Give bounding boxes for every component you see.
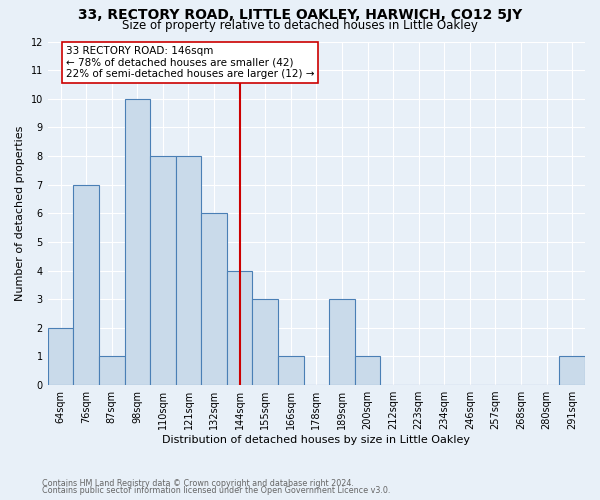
Bar [73, 184, 99, 385]
Y-axis label: Number of detached properties: Number of detached properties [15, 126, 25, 301]
Bar [329, 299, 355, 385]
Bar [253, 299, 278, 385]
Text: Size of property relative to detached houses in Little Oakley: Size of property relative to detached ho… [122, 18, 478, 32]
Bar [99, 356, 125, 385]
Bar [227, 270, 253, 385]
Bar [355, 356, 380, 385]
Bar [48, 328, 73, 385]
Bar [125, 99, 150, 385]
Text: 33, RECTORY ROAD, LITTLE OAKLEY, HARWICH, CO12 5JY: 33, RECTORY ROAD, LITTLE OAKLEY, HARWICH… [78, 8, 522, 22]
Bar [176, 156, 201, 385]
Text: Contains public sector information licensed under the Open Government Licence v3: Contains public sector information licen… [42, 486, 391, 495]
X-axis label: Distribution of detached houses by size in Little Oakley: Distribution of detached houses by size … [163, 435, 470, 445]
Bar [150, 156, 176, 385]
Text: 33 RECTORY ROAD: 146sqm
← 78% of detached houses are smaller (42)
22% of semi-de: 33 RECTORY ROAD: 146sqm ← 78% of detache… [65, 46, 314, 79]
Bar [201, 214, 227, 385]
Text: Contains HM Land Registry data © Crown copyright and database right 2024.: Contains HM Land Registry data © Crown c… [42, 478, 354, 488]
Bar [559, 356, 585, 385]
Bar [278, 356, 304, 385]
